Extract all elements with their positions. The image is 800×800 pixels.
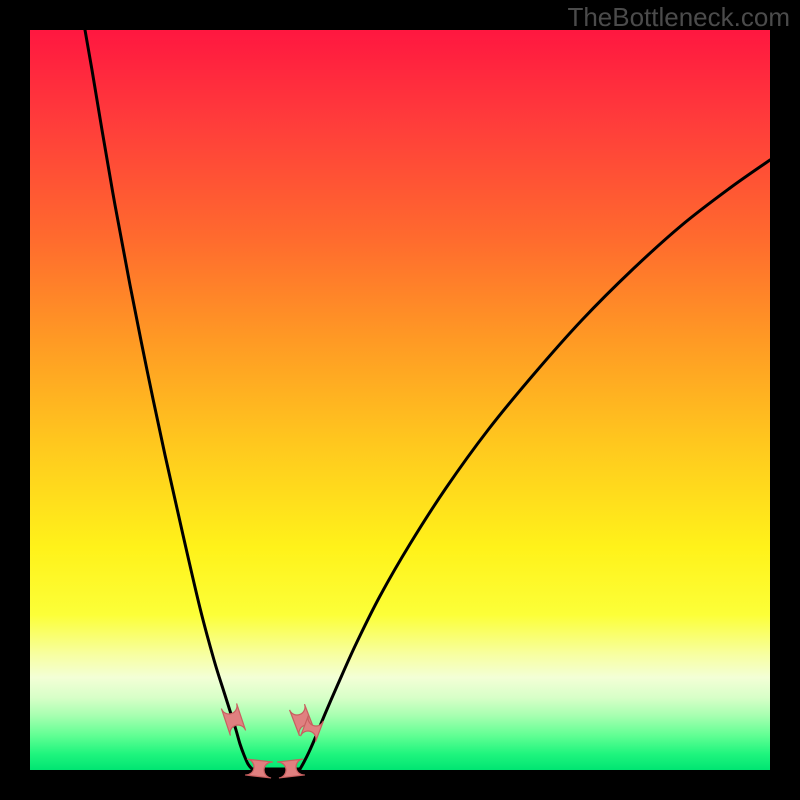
figure-container: TheBottleneck.com (0, 0, 800, 800)
gradient-background (30, 30, 770, 770)
plot-canvas (0, 0, 800, 800)
watermark-text: TheBottleneck.com (567, 2, 790, 33)
